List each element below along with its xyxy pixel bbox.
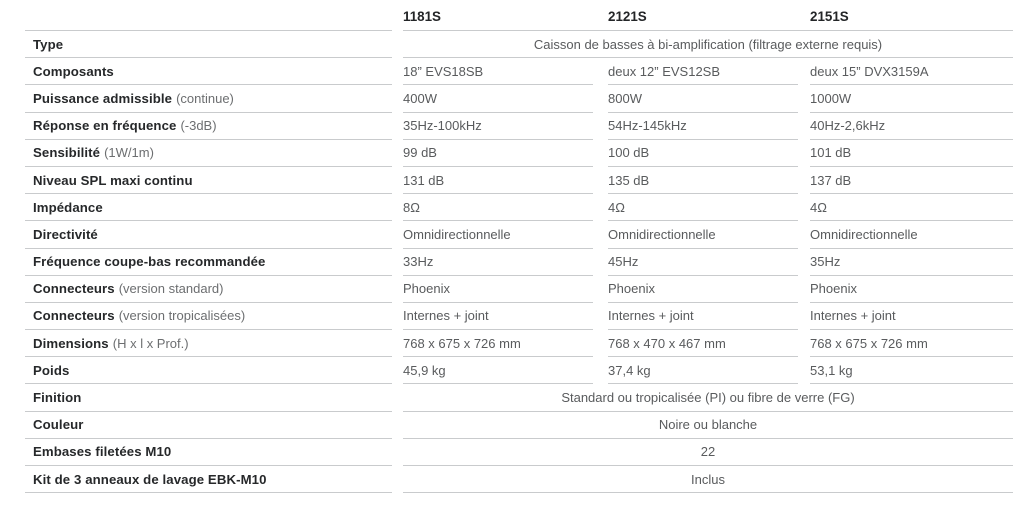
row-label-note: (version standard) — [118, 281, 224, 297]
row-label-note: (1W/1m) — [104, 145, 154, 161]
cell-2121s: Internes + joint — [608, 303, 798, 331]
cell-2151s: Omnidirectionnelle — [810, 221, 1013, 249]
cell-2151s: 35Hz — [810, 249, 1013, 276]
cell-2121s: 54Hz-145kHz — [608, 113, 798, 140]
table-row-couleur: Couleur Noire ou blanche — [0, 412, 1030, 439]
cell-span-value: Standard ou tropicalisée (PI) ou fibre d… — [561, 390, 855, 406]
cell-1181s: 99 dB — [403, 140, 593, 167]
cell-span-value: Caisson de basses à bi-amplification (fi… — [533, 36, 883, 52]
table-row-finition: Finition Standard ou tropicalisée (PI) o… — [0, 384, 1030, 412]
cell-1181s: 131 dB — [403, 167, 593, 195]
row-label: Finition — [33, 390, 82, 406]
table-header-row: 1181S 2121S 2151S — [0, 2, 1030, 31]
cell-2151s: 53,1 kg — [810, 357, 1013, 385]
header-empty-cell — [25, 2, 392, 31]
row-label-note: (continue) — [176, 90, 234, 106]
cell-1181s: 18” EVS18SB — [403, 58, 593, 86]
cell-1181s: 768 x 675 x 726 mm — [403, 330, 593, 358]
table-row-kit-anneaux: Kit de 3 anneaux de lavage EBK-M10 Inclu… — [0, 466, 1030, 494]
cell-2121s: Phoenix — [608, 276, 798, 303]
table-row-type: Type Caisson de basses à bi-amplificatio… — [0, 31, 1030, 59]
row-label: Connecteurs — [33, 308, 115, 324]
cell-1181s: 35Hz-100kHz — [403, 113, 593, 140]
cell-2151s: 40Hz-2,6kHz — [810, 113, 1013, 140]
row-label: Directivité — [33, 226, 98, 242]
cell-1181s: 8Ω — [403, 194, 593, 222]
cell-2121s: 37,4 kg — [608, 357, 798, 385]
table-row-reponse: Réponse en fréquence (-3dB) 35Hz-100kHz 5… — [0, 113, 1030, 140]
row-label-note: (version tropicalisées) — [118, 308, 246, 324]
table-row-connecteurs-tropicalisees: Connecteurs (version tropicalisées) Inter… — [0, 303, 1030, 331]
table-row-spl: Niveau SPL maxi continu 131 dB 135 dB 13… — [0, 167, 1030, 195]
cell-1181s: 33Hz — [403, 249, 593, 276]
cell-2121s: Omnidirectionnelle — [608, 221, 798, 249]
row-label: Connecteurs — [33, 281, 115, 297]
row-label: Sensibilité — [33, 145, 101, 161]
cell-2151s: 4Ω — [810, 194, 1013, 222]
row-label: Composants — [33, 63, 114, 79]
table-row-directivite: Directivité Omnidirectionnelle Omnidirec… — [0, 221, 1030, 249]
table-row-impedance: Impédance 8Ω 4Ω 4Ω — [0, 194, 1030, 222]
cell-1181s: Internes + joint — [403, 303, 593, 331]
cell-2121s: 135 dB — [608, 167, 798, 195]
cell-2121s: 768 x 470 x 467 mm — [608, 330, 798, 358]
column-header-1181s: 1181S — [403, 8, 441, 24]
table-row-coupe-bas: Fréquence coupe-bas recommandée 33Hz 45H… — [0, 249, 1030, 276]
cell-1181s: Omnidirectionnelle — [403, 221, 593, 249]
column-header-2121s: 2121S — [608, 8, 647, 24]
cell-2121s: deux 12” EVS12SB — [608, 58, 798, 86]
row-label: Impédance — [33, 199, 103, 215]
cell-2151s: 768 x 675 x 726 mm — [810, 330, 1013, 358]
row-label: Type — [33, 36, 64, 52]
cell-2151s: 1000W — [810, 85, 1013, 113]
cell-span-value: Noire ou blanche — [658, 417, 758, 433]
table-row-composants: Composants 18” EVS18SB deux 12” EVS12SB … — [0, 58, 1030, 86]
cell-2121s: 800W — [608, 85, 798, 113]
cell-2151s: deux 15” DVX3159A — [810, 58, 1013, 86]
cell-2151s: 137 dB — [810, 167, 1013, 195]
cell-2121s: 45Hz — [608, 249, 798, 276]
cell-2121s: 4Ω — [608, 194, 798, 222]
row-label: Fréquence coupe-bas recommandée — [33, 254, 266, 270]
row-label: Embases filetées M10 — [33, 444, 172, 460]
header-columns: 1181S 2121S 2151S — [403, 2, 1013, 31]
row-label: Couleur — [33, 417, 84, 433]
row-label: Réponse en fréquence — [33, 118, 177, 134]
row-label: Niveau SPL maxi continu — [33, 172, 193, 188]
cell-span-value: Inclus — [691, 471, 725, 487]
row-label: Dimensions — [33, 335, 109, 351]
table-row-embases: Embases filetées M10 22 — [0, 439, 1030, 466]
row-label: Puissance admissible — [33, 90, 173, 106]
cell-1181s: 400W — [403, 85, 593, 113]
cell-1181s: Phoenix — [403, 276, 593, 303]
table-row-puissance: Puissance admissible (continue) 400W 800W… — [0, 85, 1030, 113]
table-row-connecteurs-standard: Connecteurs (version standard) Phoenix Ph… — [0, 276, 1030, 303]
column-header-2151s: 2151S — [810, 8, 849, 24]
row-label-note: (-3dB) — [180, 118, 217, 134]
cell-span-value: 22 — [700, 444, 716, 460]
row-label-note: (H x l x Prof.) — [112, 335, 189, 351]
cell-2151s: Phoenix — [810, 276, 1013, 303]
cell-1181s: 45,9 kg — [403, 357, 593, 385]
cell-2121s: 100 dB — [608, 140, 798, 167]
cell-2151s: Internes + joint — [810, 303, 1013, 331]
table-row-sensibilite: Sensibilité (1W/1m) 99 dB 100 dB 101 dB — [0, 140, 1030, 167]
row-label: Kit de 3 anneaux de lavage EBK-M10 — [33, 471, 267, 487]
row-label: Poids — [33, 362, 70, 378]
table-row-poids: Poids 45,9 kg 37,4 kg 53,1 kg — [0, 357, 1030, 385]
table-row-dimensions: Dimensions (H x l x Prof.) 768 x 675 x 72… — [0, 330, 1030, 358]
cell-2151s: 101 dB — [810, 140, 1013, 167]
